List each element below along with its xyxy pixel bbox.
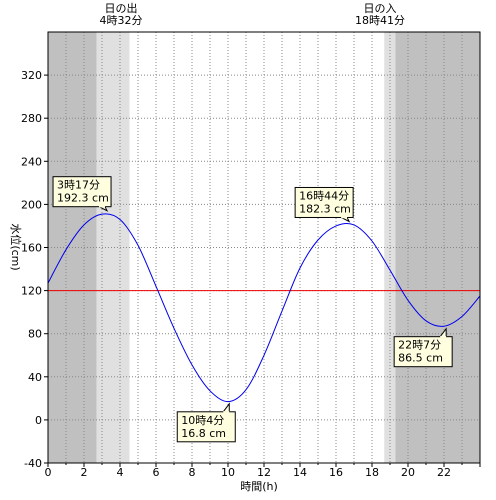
y-tick-label: 40	[28, 371, 42, 384]
extreme-time: 10時4分	[181, 414, 224, 427]
y-axis-label: 水位(cm)	[9, 223, 23, 270]
x-axis-label: 時間(h)	[240, 480, 278, 493]
y-tick-label: 80	[28, 328, 42, 341]
extreme-time: 22時7分	[398, 339, 441, 352]
sunrise-label: 日の出	[105, 1, 138, 15]
y-tick-label: 160	[21, 242, 42, 255]
y-tick-label: 200	[21, 198, 42, 211]
callout-box	[294, 186, 354, 218]
sunset-time: 18時41分	[355, 14, 405, 27]
y-tick-label: 280	[21, 112, 42, 125]
x-tick-label: 0	[45, 466, 52, 479]
extreme-level: 86.5 cm	[398, 352, 443, 365]
x-tick-label: 14	[293, 466, 307, 479]
y-tick-label: 320	[21, 69, 42, 82]
y-tick-label: -40	[24, 457, 42, 470]
y-tick-label: 0	[35, 414, 42, 427]
sunset-label: 日の入	[364, 2, 397, 15]
tide-level-line	[47, 213, 481, 403]
y-tick-label: 240	[21, 155, 42, 168]
x-tick-label: 8	[189, 466, 196, 479]
x-tick-label: 6	[153, 466, 160, 479]
x-tick-label: 2	[81, 466, 88, 479]
extreme-level: 182.3 cm	[299, 202, 351, 215]
x-tick-label: 16	[329, 466, 343, 479]
y-tick-label: 120	[21, 285, 42, 298]
x-tick-label: 22	[437, 466, 451, 479]
horizontal-gridlines	[48, 74, 480, 421]
callout-box	[393, 336, 453, 368]
twilight-band-evening	[384, 32, 396, 463]
extreme-level: 192.3 cm	[57, 192, 109, 205]
x-tick-label: 20	[401, 466, 415, 479]
x-tick-label: 4	[117, 466, 124, 479]
extreme-time: 3時17分	[57, 179, 100, 192]
sunrise-time: 4時32分	[100, 14, 143, 27]
extreme-time: 16時44分	[299, 189, 349, 202]
extreme-level: 16.8 cm	[181, 427, 226, 440]
x-tick-label: 12	[257, 466, 271, 479]
y-axis-ticks: -40 0 40 80 120 160 200 240 280 320	[21, 69, 48, 470]
x-tick-label: 10	[221, 466, 235, 479]
callout-box	[52, 176, 112, 208]
x-axis-ticks: 0 2 4 6 8 10 12 14 16 18 20 22	[45, 463, 481, 479]
x-tick-label: 18	[365, 466, 379, 479]
day-band	[129, 32, 385, 463]
callout-box	[176, 411, 236, 443]
